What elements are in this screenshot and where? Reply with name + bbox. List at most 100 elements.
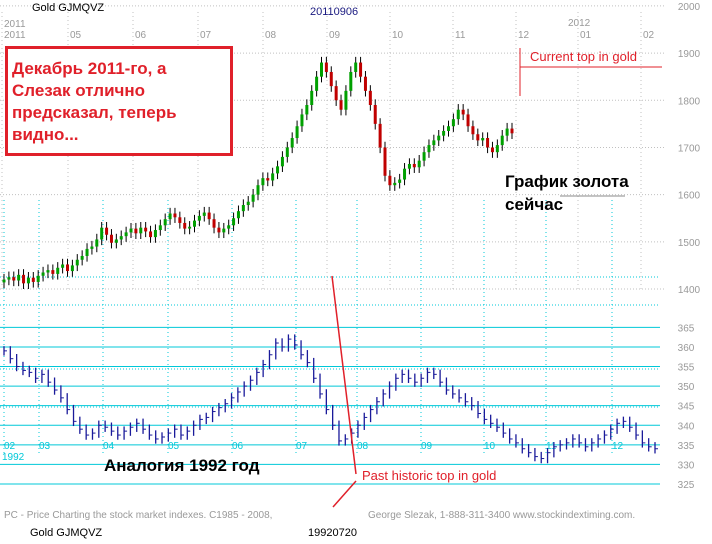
current-y-tick-label: 1400 xyxy=(678,285,701,296)
current-candle-body xyxy=(481,138,485,141)
current-candle-body xyxy=(75,259,79,266)
current-x-tick-label: 09 xyxy=(329,30,341,41)
current-candle-body xyxy=(442,130,446,136)
current-candle-body xyxy=(363,76,367,91)
current-candle-body xyxy=(212,219,216,228)
bottom-chart-symbol: Gold GJMQVZ xyxy=(30,527,103,539)
current-candle-body xyxy=(70,265,74,272)
current-x-tick-label: 2011 xyxy=(4,30,26,41)
current-x-tick-label: 10 xyxy=(392,30,404,41)
current-candle-body xyxy=(153,230,157,238)
current-candle-body xyxy=(163,219,167,226)
top-chart-date: 20110906 xyxy=(310,6,359,18)
top-chart-symbol: Gold GJMQVZ xyxy=(32,2,105,14)
current-candle-body xyxy=(461,109,465,115)
past-top-label: Past historic top in gold xyxy=(362,468,497,483)
callout-text: Декабрь 2011-го, а Слезак отлично предск… xyxy=(12,59,177,144)
current-candle-body xyxy=(285,147,289,157)
current-y-tick-label: 1500 xyxy=(678,238,701,249)
past-top-arrow-tail xyxy=(332,480,357,508)
current-candle-body xyxy=(246,201,250,206)
hist-x-tick-label: 05 xyxy=(168,441,180,452)
current-x-tick-label: 02 xyxy=(643,30,655,41)
current-candle-body xyxy=(437,135,441,141)
current-candle-body xyxy=(178,217,182,223)
current-candle-body xyxy=(12,277,16,281)
current-candle-body xyxy=(17,274,21,281)
analogy-label: Аналогия 1992 год xyxy=(104,456,260,475)
current-candle-body xyxy=(144,227,148,232)
current-candle-body xyxy=(320,62,323,77)
current-candle-body xyxy=(505,128,509,136)
current-candle-body xyxy=(183,222,187,229)
current-y-tick-label: 1900 xyxy=(678,49,701,60)
current-candle-body xyxy=(383,147,387,176)
current-candle-body xyxy=(290,138,294,148)
current-x-tick-label: 12 xyxy=(518,30,530,41)
current-candle-body xyxy=(510,128,514,134)
current-y-tick-label: 2000 xyxy=(678,2,701,13)
bottom-chart-date: 19920720 xyxy=(308,527,357,539)
current-candle-body xyxy=(7,277,11,280)
current-candle-body xyxy=(329,71,333,87)
current-candle-body xyxy=(222,228,226,233)
current-candle-body xyxy=(359,62,363,77)
current-candle-body xyxy=(168,213,172,220)
current-x-tick-label: 08 xyxy=(265,30,277,41)
current-candle-body xyxy=(324,62,328,72)
current-candle-body xyxy=(354,62,358,72)
current-candle-body xyxy=(466,114,470,127)
current-candle-body xyxy=(500,135,504,146)
current-candle-body xyxy=(61,264,65,268)
current-candle-body xyxy=(31,277,35,282)
current-candle-body xyxy=(100,227,104,240)
current-candle-body xyxy=(2,279,6,283)
current-candle-body xyxy=(271,173,275,181)
current-candle-body xyxy=(124,232,128,237)
current-candle-body xyxy=(471,126,475,135)
current-x-tick-label: 11 xyxy=(455,30,466,41)
hist-y-tick-label: 330 xyxy=(678,460,695,471)
hist-year-label: 1992 xyxy=(2,452,25,463)
hist-y-tick-label: 365 xyxy=(678,323,695,334)
callout-box xyxy=(5,46,233,156)
hist-y-tick-label: 345 xyxy=(678,402,695,413)
current-candle-body xyxy=(173,213,177,218)
current-candle-body xyxy=(80,255,84,260)
current-candle-body xyxy=(373,104,377,124)
current-y-tick-label: 1700 xyxy=(678,143,701,154)
hist-y-tick-label: 360 xyxy=(678,343,695,354)
current-candle-body xyxy=(417,160,421,168)
current-candle-body xyxy=(251,194,255,202)
current-candle-body xyxy=(129,228,133,233)
current-candle-body xyxy=(188,226,192,229)
current-candle-body xyxy=(66,264,69,272)
current-candle-body xyxy=(266,178,270,181)
current-top-label: Current top in gold xyxy=(530,49,637,64)
current-candle-body xyxy=(256,185,260,195)
current-candle-body xyxy=(339,100,343,110)
current-candle-body xyxy=(207,212,211,220)
current-candle-body xyxy=(276,166,280,174)
current-candle-body xyxy=(236,211,240,219)
current-candle-body xyxy=(95,239,99,247)
hist-x-tick-label: 06 xyxy=(232,441,244,452)
current-candle-body xyxy=(134,228,138,234)
current-candle-body xyxy=(280,156,284,167)
current-x-tick-label: 07 xyxy=(200,30,212,41)
current-candle-body xyxy=(119,236,123,240)
hist-y-tick-label: 325 xyxy=(678,480,695,491)
current-candle-body xyxy=(109,234,113,243)
copyright-right: George Slezak, 1-888-311-3400 www.stocki… xyxy=(368,510,636,521)
current-candle-body xyxy=(158,225,162,231)
current-candle-body xyxy=(149,231,153,238)
current-candle-body xyxy=(447,126,450,131)
current-candle-body xyxy=(261,178,265,186)
hist-x-tick-label: 10 xyxy=(484,441,496,452)
current-x-tick-label: 01 xyxy=(580,30,592,41)
current-candle-body xyxy=(476,134,480,141)
current-candle-body xyxy=(393,182,397,186)
current-candle-body xyxy=(227,225,231,229)
current-candle-body xyxy=(56,267,60,274)
